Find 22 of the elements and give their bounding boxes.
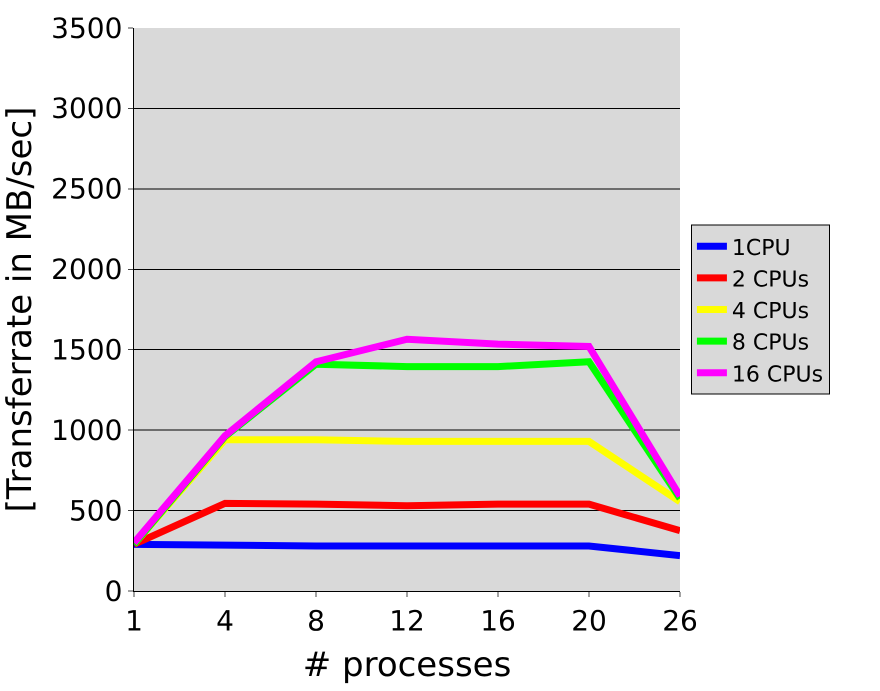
y-tick-label: 2000: [51, 253, 122, 286]
x-tick-label: 20: [571, 604, 607, 638]
legend-label: 2 CPUs: [732, 267, 810, 292]
x-tick-label: 12: [389, 604, 425, 638]
x-tick-label: 1: [125, 604, 143, 638]
legend-label: 4 CPUs: [732, 299, 810, 324]
y-tick-label: 2500: [51, 172, 122, 206]
legend-label: 8 CPUs: [732, 330, 810, 356]
x-axis-title: # processes: [302, 644, 512, 685]
y-tick-label: 3000: [51, 92, 122, 126]
x-tick-label: 26: [662, 604, 698, 638]
x-tick-label: 8: [307, 604, 325, 638]
y-axis-title: [Transferrate in MB/sec]: [0, 106, 40, 512]
y-tick-label: 3500: [51, 12, 122, 45]
y-tick-label: 1000: [51, 414, 122, 447]
x-tick-label: 4: [216, 604, 234, 638]
legend-label: 1CPU: [732, 236, 791, 261]
y-tick-label: 0: [104, 574, 122, 608]
y-tick-label: 500: [68, 494, 122, 528]
y-tick-label: 1500: [51, 334, 122, 367]
legend-label: 16 CPUs: [732, 362, 824, 388]
x-tick-label: 16: [480, 604, 516, 638]
